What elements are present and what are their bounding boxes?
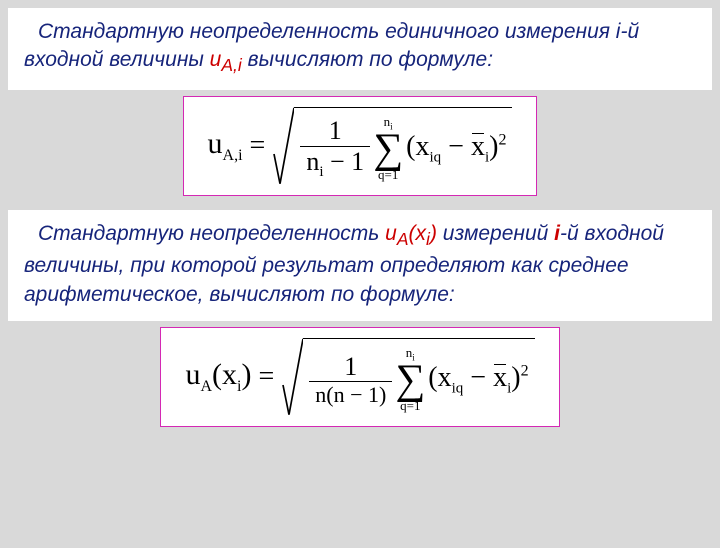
- f1-lhs-sub: A,i: [223, 147, 243, 164]
- p2-text-2a: измерений: [437, 222, 554, 245]
- f2-fraction: 1 n(n − 1): [309, 352, 392, 408]
- f1-frac-num: 1: [323, 116, 348, 146]
- f2-xbar: x: [493, 362, 507, 393]
- f2-surd-icon: [281, 338, 303, 416]
- f2-lhs-u: u: [185, 358, 200, 391]
- f2-frac-den: n(n − 1): [309, 382, 392, 407]
- f1-x-sub: iq: [429, 150, 441, 166]
- f1-sum: ni ∑ q=1: [373, 116, 403, 181]
- f2-lhs-open: (: [212, 358, 222, 391]
- p2-em2b: ): [430, 222, 437, 245]
- p2-em-sub: A: [397, 230, 409, 250]
- f2-paren-open: (: [428, 362, 437, 393]
- f2-term: (xiq − xi)2: [428, 362, 528, 398]
- f2-equals: =: [254, 361, 278, 393]
- f2-x-sub: iq: [452, 380, 464, 396]
- formula-1-container: uA,i = 1 ni − 1: [0, 96, 720, 196]
- p2-text-1: Стандартную неопределенность: [38, 222, 385, 245]
- f1-term: (xiq − xi)2: [406, 131, 506, 167]
- f2-lhs: uA(xi): [185, 358, 251, 396]
- f1-x: x: [415, 131, 429, 162]
- f2-lhs-sub: A: [200, 378, 212, 395]
- formula-2: uA(xi) = 1 n(n − 1) ni ∑: [160, 327, 559, 427]
- p2-em-u: u: [385, 222, 397, 245]
- paragraph-1: Стандартную неопределенность единичного …: [8, 8, 712, 90]
- f1-lhs-u: u: [208, 127, 223, 160]
- f2-frac-num: 1: [338, 352, 363, 382]
- f2-sum: ni ∑ q=1: [395, 347, 425, 412]
- p1-text-2: вычисляют по формуле:: [242, 48, 493, 71]
- f1-sqrt: 1 ni − 1 ni ∑ q=1 (xiq − xi)2: [272, 107, 512, 185]
- formula-2-container: uA(xi) = 1 n(n − 1) ni ∑: [0, 327, 720, 427]
- formula-1: uA,i = 1 ni − 1: [183, 96, 538, 196]
- f2-x: x: [438, 362, 452, 393]
- f2-minus: −: [463, 362, 493, 393]
- p1-em-u: u: [210, 48, 222, 71]
- f1-surd-icon: [272, 107, 294, 185]
- f1-squared: 2: [498, 132, 506, 149]
- f1-lhs: uA,i: [208, 127, 243, 165]
- f2-paren-close: ): [511, 362, 520, 393]
- f2-lhs-close: ): [241, 358, 251, 391]
- f1-fraction: 1 ni − 1: [300, 116, 370, 181]
- f1-sigma-icon: ∑: [373, 131, 403, 169]
- f1-equals: =: [246, 130, 270, 162]
- f2-sigma-icon: ∑: [395, 362, 425, 400]
- f1-frac-den-tail: − 1: [324, 147, 365, 176]
- paragraph-2: Стандартную неопределенность uA(xi) изме…: [8, 210, 712, 321]
- f2-sum-lower: q=1: [400, 400, 420, 412]
- f2-lhs-x: x: [222, 358, 237, 391]
- f1-frac-den-n: n: [306, 147, 319, 176]
- f2-sqrt: 1 n(n − 1) ni ∑ q=1 (xiq − xi)2: [281, 338, 534, 416]
- f1-minus: −: [441, 131, 471, 162]
- p1-em-sub: A,i: [221, 56, 241, 76]
- f1-xbar: x: [471, 131, 485, 162]
- p2-em2a: (x: [409, 222, 427, 245]
- f2-squared: 2: [521, 363, 529, 380]
- f1-sum-lower: q=1: [378, 169, 398, 181]
